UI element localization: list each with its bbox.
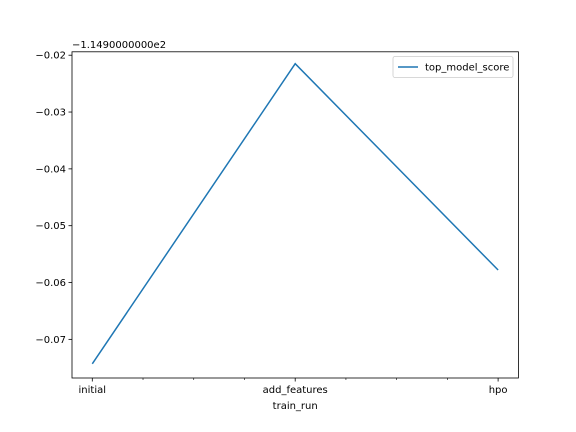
plot-background [72,52,518,378]
y-tick-label: −0.06 [35,278,66,289]
y-offset-label: −1.1490000000e2 [72,40,166,51]
legend-label: top_model_score [425,63,509,74]
y-tick-label: −0.04 [35,164,66,175]
x-axis-label: train_run [273,401,318,412]
y-tick-label: −0.07 [35,335,66,346]
x-tick-label: add_features [263,385,328,396]
y-tick-label: −0.03 [35,108,66,119]
y-tick-label: −0.02 [35,51,66,62]
x-tick-label: initial [79,385,107,396]
y-tick-label: −0.05 [35,221,66,232]
legend: top_model_score [393,57,513,78]
x-tick-label: hpo [489,385,508,396]
